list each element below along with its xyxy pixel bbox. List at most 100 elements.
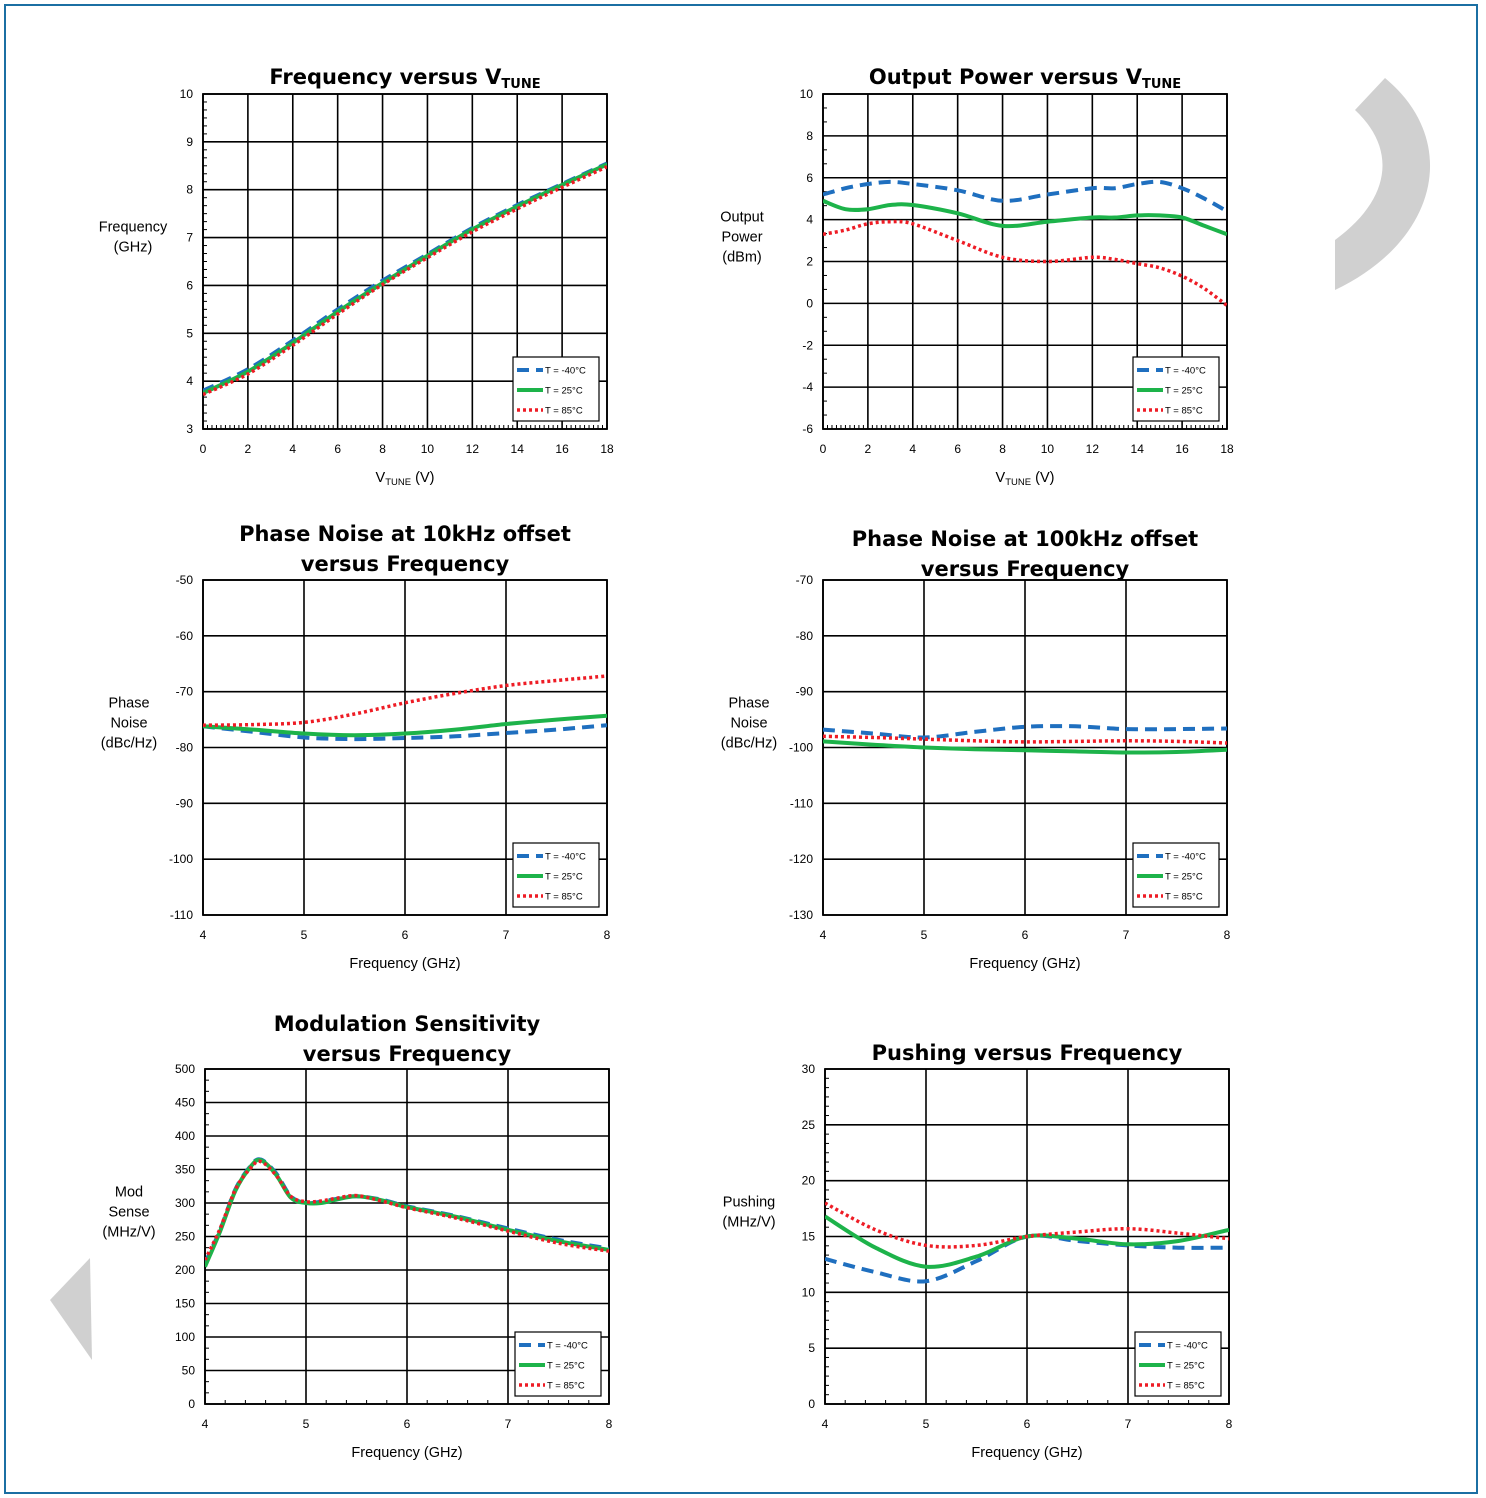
- plot-frame: [822, 579, 1228, 916]
- x-tick-label: 5: [301, 928, 308, 942]
- x-tick-label: 6: [404, 1417, 411, 1431]
- y-tick-label: -80: [796, 629, 814, 643]
- x-tick-label: 8: [604, 928, 611, 942]
- legend-label: T = -40°C: [545, 852, 586, 863]
- y-tick-label: 20: [802, 1174, 816, 1188]
- x-tick-label: 0: [200, 442, 207, 456]
- y-tick-label: -70: [176, 685, 194, 699]
- y-tick-label: -2: [802, 338, 813, 352]
- y-tick-label: 5: [186, 326, 193, 340]
- watermark-arc-top-right: [1335, 78, 1431, 290]
- legend-label: T = 85°C: [545, 406, 583, 417]
- series-line-2: [203, 165, 607, 397]
- chart-title-line2: versus Frequency: [301, 552, 510, 576]
- x-axis-label: Frequency (GHz): [351, 1445, 462, 1461]
- chart-title: Phase Noise at 10kHz offset: [239, 522, 571, 546]
- y-tick-label: 200: [175, 1263, 195, 1277]
- chart-title-line2: versus Frequency: [921, 557, 1130, 581]
- x-tick-label: 6: [1024, 1417, 1031, 1431]
- y-tick-label: -90: [796, 685, 814, 699]
- y-tick-label: 0: [188, 1397, 195, 1411]
- y-tick-label: 8: [186, 183, 193, 197]
- y-tick-label: 25: [802, 1118, 816, 1132]
- y-tick-label: 4: [186, 374, 193, 388]
- y-tick-label: -100: [789, 741, 813, 755]
- series-line-1: [203, 162, 607, 395]
- x-tick-label: 16: [1175, 442, 1189, 456]
- x-tick-label: 4: [820, 928, 827, 942]
- chart-title: Modulation Sensitivity: [274, 1012, 541, 1036]
- series-line-2: [823, 734, 1227, 745]
- x-tick-label: 8: [379, 442, 386, 456]
- x-tick-label: 18: [600, 442, 614, 456]
- y-axis-label-line: (MHz/V): [102, 1225, 155, 1241]
- x-tick-label: 10: [421, 442, 435, 456]
- y-axis-label-line: Power: [721, 230, 762, 246]
- chart-title: Frequency versus VTUNE: [269, 65, 540, 92]
- y-axis-label-line: (dBc/Hz): [721, 736, 777, 752]
- x-axis-label: VTUNE (V): [376, 470, 435, 488]
- legend-label: T = 85°C: [1165, 892, 1203, 903]
- y-tick-label: 300: [175, 1196, 195, 1210]
- x-tick-label: 8: [606, 1417, 613, 1431]
- y-tick-label: -4: [802, 380, 813, 394]
- x-axis-label-subscript: TUNE: [385, 477, 411, 488]
- y-tick-label: 9: [186, 135, 193, 149]
- x-axis-label-unit: (V): [411, 470, 434, 486]
- x-tick-label: 5: [921, 928, 928, 942]
- x-tick-label: 12: [1086, 442, 1100, 456]
- y-tick-label: -6: [802, 422, 813, 436]
- plot-frame: [822, 93, 1228, 430]
- y-axis-label-line: (dBm): [722, 250, 761, 266]
- chart-title: Phase Noise at 100kHz offset: [852, 527, 1198, 551]
- y-axis-label-line: Pushing: [723, 1195, 775, 1211]
- series-line-1: [823, 739, 1227, 755]
- x-tick-label: 7: [1125, 1417, 1132, 1431]
- legend-label: T = -40°C: [1167, 1341, 1208, 1352]
- y-tick-label: -50: [176, 573, 194, 587]
- y-tick-label: 4: [806, 213, 813, 227]
- y-axis-label-line: (GHz): [114, 240, 153, 256]
- y-tick-label: 150: [175, 1297, 195, 1311]
- y-tick-label: 250: [175, 1230, 195, 1244]
- x-tick-label: 6: [1022, 928, 1029, 942]
- legend-label: T = 25°C: [1165, 386, 1203, 397]
- x-axis-label: Frequency (GHz): [971, 1445, 1082, 1461]
- y-tick-label: 10: [180, 87, 194, 101]
- x-tick-label: 7: [1123, 928, 1130, 942]
- y-tick-label: -60: [176, 629, 194, 643]
- y-tick-label: 350: [175, 1163, 195, 1177]
- x-tick-label: 7: [505, 1417, 512, 1431]
- chart-title: Output Power versus VTUNE: [869, 65, 1181, 92]
- y-tick-label: -100: [169, 852, 193, 866]
- y-tick-label: 30: [802, 1062, 816, 1076]
- y-tick-label: 0: [806, 296, 813, 310]
- y-tick-label: 2: [806, 255, 813, 269]
- x-tick-label: 8: [999, 442, 1006, 456]
- x-tick-label: 5: [303, 1417, 310, 1431]
- y-axis-label-line: (MHz/V): [722, 1215, 775, 1231]
- y-axis-label-line: Mod: [115, 1185, 143, 1201]
- y-axis-label-line: Noise: [730, 716, 767, 732]
- x-tick-label: 18: [1220, 442, 1234, 456]
- chart-title: Pushing versus Frequency: [872, 1041, 1183, 1065]
- y-tick-label: 500: [175, 1062, 195, 1076]
- y-tick-label: 400: [175, 1129, 195, 1143]
- y-axis-label-line: (dBc/Hz): [101, 736, 157, 752]
- x-tick-label: 16: [555, 442, 569, 456]
- y-tick-label: 450: [175, 1096, 195, 1110]
- legend-label: T = -40°C: [545, 366, 586, 377]
- legend-label: T = -40°C: [1165, 852, 1206, 863]
- plot-frame: [202, 579, 608, 916]
- legend-label: T = 25°C: [1165, 872, 1203, 883]
- y-tick-label: 10: [802, 1285, 816, 1299]
- chart-title-subscript: TUNE: [1142, 77, 1181, 92]
- y-tick-label: -120: [789, 852, 813, 866]
- x-tick-label: 4: [822, 1417, 829, 1431]
- watermark-arc-bottom-left: [50, 1258, 92, 1360]
- y-tick-label: 0: [808, 1397, 815, 1411]
